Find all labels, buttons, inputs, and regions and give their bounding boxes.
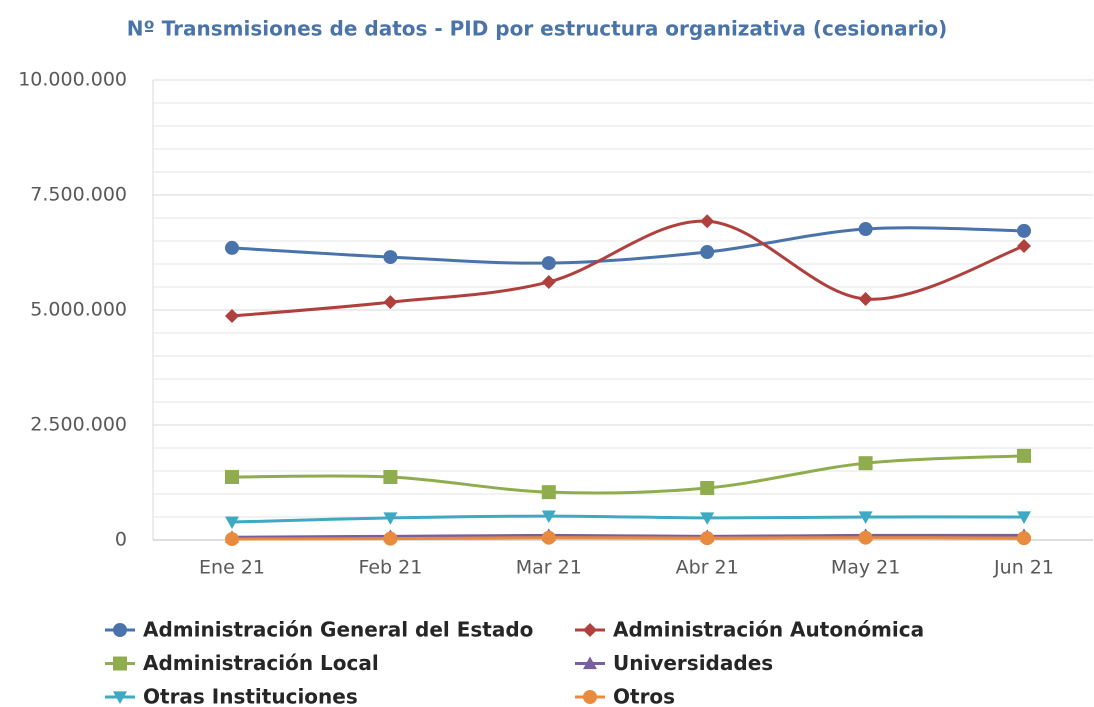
series bbox=[225, 222, 1031, 271]
marker bbox=[225, 516, 239, 530]
marker bbox=[225, 308, 239, 323]
marker bbox=[383, 295, 398, 310]
y-tick-label: 5.000.000 bbox=[30, 299, 127, 321]
chart-title: Nº Transmisiones de datos - PID por estr… bbox=[127, 17, 948, 41]
marker bbox=[1017, 448, 1031, 463]
series bbox=[225, 528, 1031, 543]
line bbox=[231, 219, 1025, 318]
series bbox=[225, 530, 1031, 547]
marker bbox=[541, 530, 556, 545]
line bbox=[231, 533, 1025, 539]
x-tick-label: Abr 21 bbox=[676, 557, 739, 579]
legend-marker bbox=[113, 623, 127, 637]
y-tick-label: 7.500.000 bbox=[30, 184, 127, 206]
marker bbox=[541, 510, 556, 524]
marker bbox=[700, 481, 715, 496]
marker bbox=[383, 512, 398, 525]
marker bbox=[225, 469, 239, 484]
x-tick-label: Ene 21 bbox=[199, 557, 265, 579]
legend-marker bbox=[113, 656, 127, 671]
x-tick-label: May 21 bbox=[831, 557, 901, 579]
legend-marker bbox=[113, 691, 127, 704]
legend-label: Universidades bbox=[613, 651, 773, 675]
marker bbox=[700, 214, 715, 229]
legend-label: Administración Autonómica bbox=[613, 618, 924, 642]
marker bbox=[700, 512, 715, 525]
y-tick-label: 10.000.000 bbox=[18, 69, 127, 91]
legend-marker bbox=[583, 656, 597, 670]
marker bbox=[858, 291, 873, 306]
legend-item: Administración General del Estado bbox=[105, 618, 533, 642]
marker bbox=[700, 245, 715, 260]
marker bbox=[541, 485, 556, 500]
line bbox=[231, 514, 1025, 524]
legend-item: Otras Instituciones bbox=[105, 685, 358, 707]
line bbox=[231, 536, 1025, 541]
x-tick-label: Feb 21 bbox=[358, 557, 422, 579]
marker bbox=[1017, 511, 1031, 524]
marker bbox=[858, 456, 873, 471]
legend-item: Universidades bbox=[575, 651, 773, 675]
line bbox=[231, 454, 1025, 495]
legend-item: Administración Autonómica bbox=[575, 618, 924, 642]
marker bbox=[225, 240, 239, 255]
legend-label: Otras Instituciones bbox=[143, 685, 358, 707]
line bbox=[231, 226, 1025, 265]
marker bbox=[700, 531, 715, 546]
y-tick-label: 2.500.000 bbox=[30, 414, 127, 436]
legend-item: Otros bbox=[575, 685, 675, 707]
marker bbox=[858, 530, 873, 545]
marker bbox=[858, 511, 873, 524]
y-tick-label: 0 bbox=[115, 529, 127, 551]
x-tick-label: Jun 21 bbox=[993, 557, 1054, 579]
legend-label: Otros bbox=[613, 685, 675, 707]
legend-label: Administración General del Estado bbox=[143, 618, 533, 642]
marker bbox=[541, 274, 556, 289]
legend-label: Administración Local bbox=[143, 651, 379, 675]
marker bbox=[383, 531, 398, 546]
legend-item: Administración Local bbox=[105, 651, 379, 675]
x-tick-label: Mar 21 bbox=[516, 557, 582, 579]
marker bbox=[383, 469, 398, 484]
series bbox=[225, 510, 1031, 530]
marker bbox=[541, 256, 556, 271]
legend-marker bbox=[583, 690, 597, 704]
marker bbox=[1017, 239, 1031, 254]
marker bbox=[1017, 223, 1031, 238]
marker bbox=[225, 532, 239, 547]
marker bbox=[858, 222, 873, 237]
legend-marker bbox=[583, 623, 597, 637]
series bbox=[225, 448, 1031, 500]
marker bbox=[383, 250, 398, 265]
marker bbox=[1017, 531, 1031, 546]
series bbox=[225, 214, 1031, 323]
